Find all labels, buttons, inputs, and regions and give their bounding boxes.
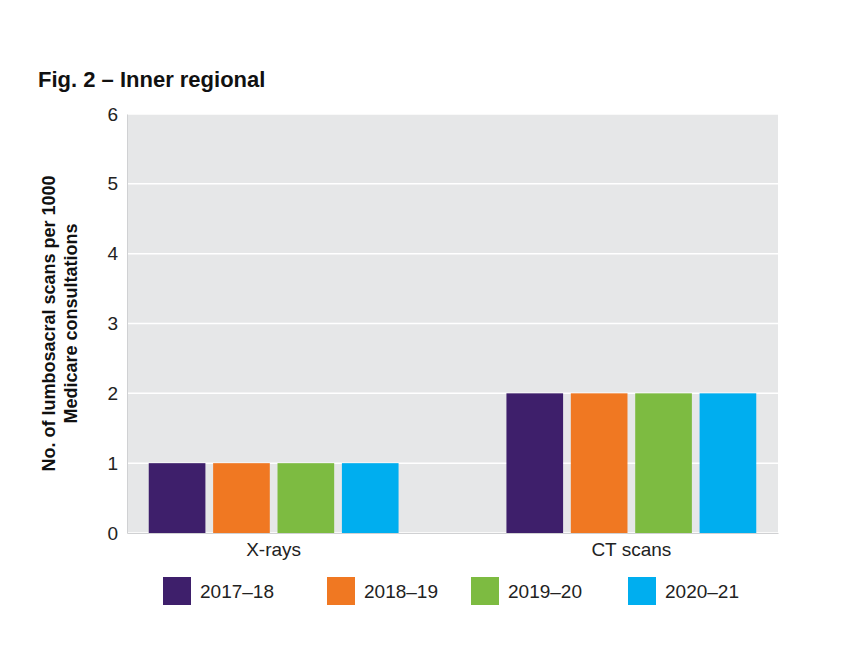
bar	[506, 393, 563, 533]
bar	[278, 463, 335, 533]
y-tick: 2	[107, 383, 127, 404]
series	[149, 393, 563, 533]
y-tick: 3	[107, 313, 127, 334]
y-axis: 0 1 2 3 4 5 6	[107, 104, 127, 544]
bar	[700, 393, 757, 533]
y-tick: 0	[107, 523, 127, 544]
legend-label: 2017–18	[200, 581, 274, 602]
legend: 2017–18 2018–19 2019–20 2020–21	[163, 577, 739, 605]
x-axis-line	[128, 533, 779, 534]
grid-line	[127, 323, 778, 325]
y-tick: 4	[107, 243, 127, 264]
legend-swatch	[471, 577, 499, 605]
y-axis-line	[127, 115, 128, 534]
legend-item: 2017–18	[163, 577, 274, 605]
y-tick-label: 2	[107, 383, 118, 404]
bar	[213, 463, 270, 533]
x-axis: X-rays CT scans	[128, 533, 779, 560]
y-tick: 6	[107, 104, 127, 125]
x-tick-label: CT scans	[591, 539, 671, 560]
legend-label: 2019–20	[508, 581, 582, 602]
legend-swatch	[163, 577, 191, 605]
legend-item: 2019–20	[471, 577, 582, 605]
title: Fig. 2 – Inner regional	[38, 67, 265, 92]
bar	[149, 463, 206, 533]
y-tick-label: 3	[107, 313, 118, 334]
y-axis-title: No. of lumbosacral scans per 1000Medicar…	[39, 175, 81, 471]
chart: Fig. 2 – Inner regional 0 1 2 3 4 5 6 No. of lum…	[0, 0, 850, 664]
series	[213, 393, 627, 533]
grid	[127, 114, 778, 533]
y-axis-title-line: Medicare consultations	[61, 223, 81, 423]
bar	[571, 393, 628, 533]
legend-item: 2018–19	[327, 577, 438, 605]
y-tick-label: 0	[107, 523, 118, 544]
bar	[635, 393, 692, 533]
bar	[342, 463, 399, 533]
grid-line	[127, 183, 778, 185]
legend-item: 2020–21	[628, 577, 739, 605]
series	[342, 393, 756, 533]
grid-line	[127, 113, 778, 115]
y-tick-label: 1	[107, 453, 118, 474]
grid-line	[127, 253, 778, 255]
y-axis-title-line: No. of lumbosacral scans per 1000	[39, 175, 59, 471]
legend-swatch	[628, 577, 656, 605]
legend-label: 2020–21	[665, 581, 739, 602]
y-tick: 5	[107, 173, 127, 194]
x-tick: X-rays	[246, 533, 301, 560]
bars	[149, 393, 757, 533]
y-tick-label: 6	[107, 104, 118, 125]
y-tick-label: 5	[107, 173, 118, 194]
y-tick-label: 4	[107, 243, 118, 264]
legend-swatch	[327, 577, 355, 605]
series	[278, 393, 692, 533]
x-tick: CT scans	[591, 533, 671, 560]
x-tick-label: X-rays	[246, 539, 301, 560]
plot-background	[127, 114, 778, 533]
y-tick: 1	[107, 453, 127, 474]
legend-label: 2018–19	[364, 581, 438, 602]
